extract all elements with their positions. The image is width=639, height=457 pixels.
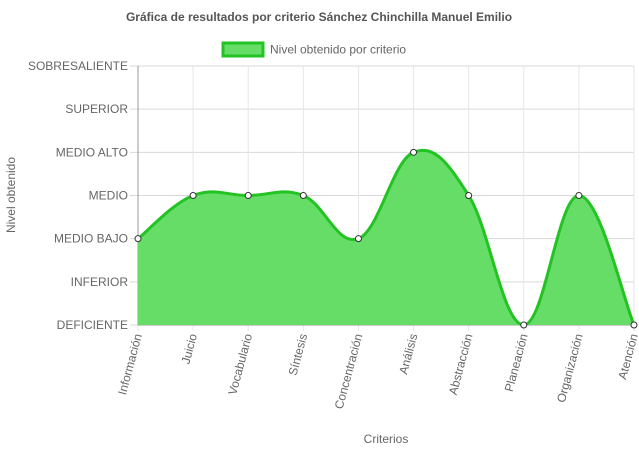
data-point[interactable]	[354, 235, 362, 243]
data-point[interactable]	[465, 192, 473, 199]
y-tick-label: INFERIOR	[71, 275, 129, 289]
x-tick-label: Información	[115, 332, 145, 396]
y-tick-label: SUPERIOR	[65, 102, 128, 116]
y-tick-label: DEFICIENTE	[57, 318, 128, 332]
series-area-fill	[138, 150, 634, 325]
x-tick-label: Planeación	[502, 332, 531, 393]
x-tick-label: Síntesis	[286, 332, 311, 377]
data-point[interactable]	[134, 235, 142, 243]
x-tick-label: Abstracción	[446, 332, 476, 396]
y-axis-ticks: DEFICIENTE INFERIOR MEDIO BAJO MEDIO MEDIO A…	[28, 59, 128, 332]
x-tick-label: Organización	[554, 332, 586, 404]
x-tick-label: Concentración	[332, 332, 366, 410]
data-point[interactable]	[575, 192, 583, 199]
x-tick-label: Atención	[615, 332, 639, 381]
data-point[interactable]	[244, 192, 252, 199]
y-tick-label: MEDIO BAJO	[54, 232, 128, 246]
y-tick-label: MEDIO ALTO	[56, 145, 128, 159]
y-tick-label: MEDIO	[89, 189, 128, 203]
x-axis-title: Criterios	[364, 432, 409, 446]
y-tick-label: SOBRESALIENTE	[28, 59, 128, 73]
legend-swatch	[221, 41, 265, 58]
x-tick-label: Vocabulario	[225, 332, 255, 397]
legend[interactable]: Nivel obtenido por criterio	[221, 41, 406, 58]
data-points	[134, 148, 638, 329]
plot-area	[137, 149, 636, 327]
legend-label: Nivel obtenido por criterio	[270, 43, 406, 57]
data-point[interactable]	[410, 148, 418, 156]
chart-title: Gráfica de resultados por criterio Sánch…	[126, 10, 512, 24]
data-point[interactable]	[189, 192, 197, 199]
x-tick-label: Juicio	[179, 332, 201, 366]
data-point[interactable]	[520, 321, 528, 329]
y-axis-title: Nivel obtenido	[4, 157, 18, 233]
x-axis-ticks: Información Juicio Vocabulario Síntesis Conc…	[115, 332, 639, 411]
data-point[interactable]	[299, 192, 307, 199]
x-tick-label: Análisis	[396, 332, 420, 376]
data-point[interactable]	[630, 321, 638, 329]
